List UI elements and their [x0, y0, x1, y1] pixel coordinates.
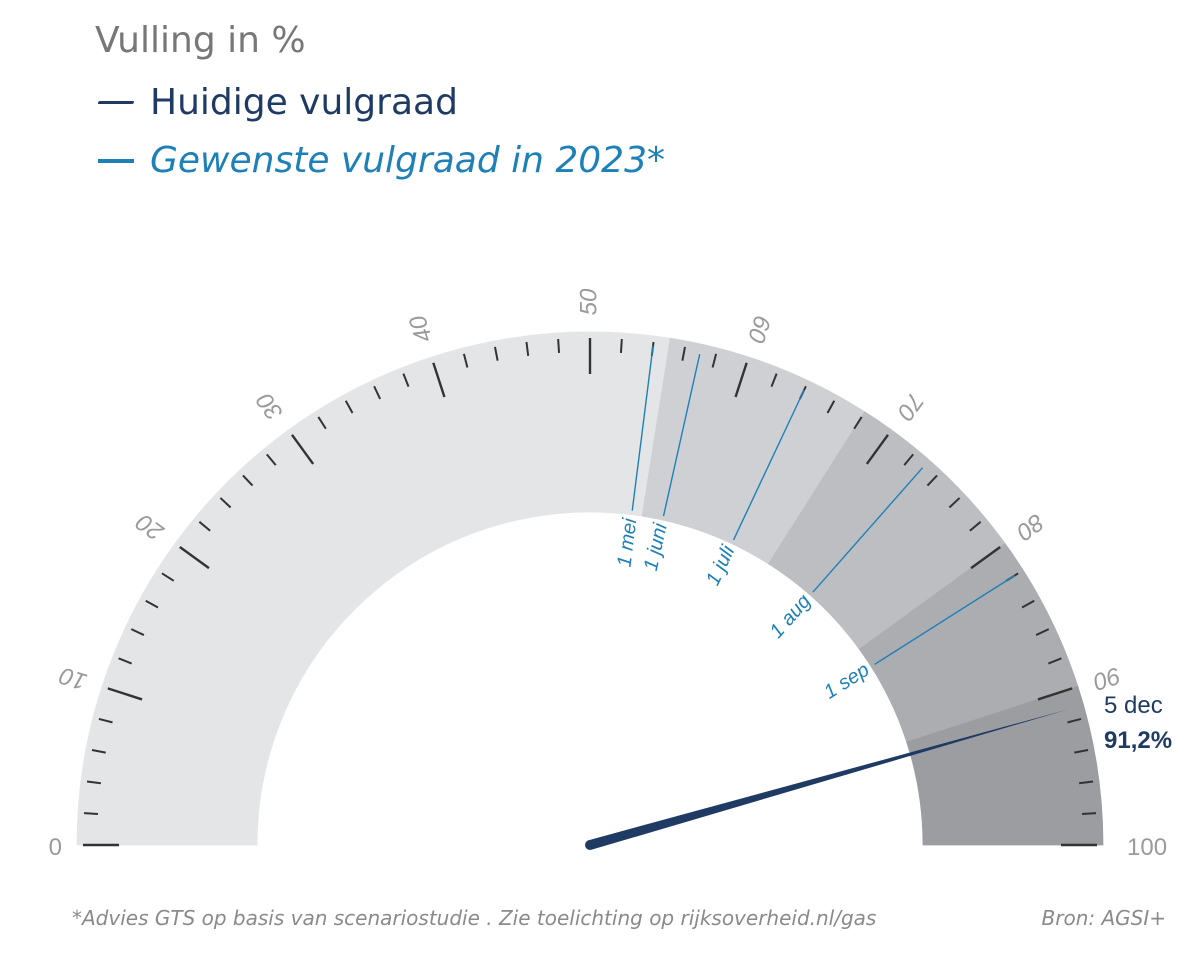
source-note: Bron: AGSI+: [1041, 906, 1166, 930]
major-tick-10: [107, 687, 143, 701]
minor-tick-16: [145, 599, 159, 609]
minor-tick-28: [266, 453, 277, 466]
minor-tick-8: [98, 717, 113, 724]
minor-tick-92: [1067, 717, 1082, 724]
target-label-4: 1 aug: [766, 590, 816, 642]
svg-text:0: 0: [49, 834, 62, 861]
current-value-label: 91,2%: [1104, 727, 1172, 754]
minor-tick-26: [242, 474, 254, 487]
minor-tick-94: [1074, 749, 1089, 754]
major-tick-70: [865, 434, 889, 465]
major-tick-90: [1037, 687, 1073, 701]
minor-tick-22: [198, 521, 211, 532]
minor-tick-66: [826, 400, 836, 414]
target-label-5: 1 sep: [820, 659, 873, 704]
minor-tick-14: [130, 628, 145, 636]
minor-tick-6: [91, 749, 106, 754]
minor-tick-46: [525, 341, 530, 357]
minor-tick-62: [770, 373, 778, 387]
minor-tick-72: [903, 453, 914, 466]
minor-tick-52: [619, 338, 623, 354]
minor-tick-34: [344, 400, 354, 414]
tick-label-60: 60: [742, 312, 776, 346]
svg-text:10: 10: [56, 661, 90, 695]
svg-text:70: 70: [891, 388, 929, 426]
minor-tick-44: [494, 346, 499, 361]
target-line-2: [662, 353, 701, 517]
tick-label-10: 10: [56, 661, 90, 695]
minor-tick-12: [118, 657, 132, 665]
minor-tick-36: [373, 385, 381, 400]
tick-label-70: 70: [891, 388, 929, 426]
minor-tick-96: [1078, 780, 1094, 785]
minor-tick-38: [402, 373, 410, 387]
svg-text:40: 40: [404, 311, 438, 345]
minor-tick-32: [317, 416, 327, 430]
target-line-4: [812, 467, 924, 593]
major-tick-80: [970, 546, 1001, 570]
minor-tick-58: [711, 353, 718, 368]
minor-tick-74: [926, 474, 938, 487]
svg-text:90: 90: [1089, 661, 1123, 695]
target-line-3: [732, 389, 805, 541]
minor-tick-88: [1048, 657, 1062, 665]
minor-tick-76: [948, 497, 961, 509]
legend-current: Huidige vulgraad: [97, 82, 458, 123]
needle-shape: [588, 709, 1069, 850]
legend-target-swatch: [98, 158, 134, 163]
footnote: *Advies GTS op basis van scenariostudie …: [72, 906, 877, 930]
minor-tick-2: [83, 812, 99, 816]
legend-current-label: Huidige vulgraad: [150, 82, 458, 123]
svg-text:100: 100: [1127, 834, 1167, 861]
major-tick-40: [432, 362, 446, 398]
legend-target: Gewenste vulgraad in 2023*: [98, 140, 665, 181]
needle: [585, 709, 1069, 850]
tick-label-90: 90: [1089, 661, 1123, 695]
svg-text:30: 30: [251, 387, 289, 425]
tick-label-50: 50: [575, 288, 602, 315]
minor-tick-48: [557, 338, 561, 354]
needle-hub: [585, 840, 595, 850]
minor-tick-84: [1021, 599, 1035, 609]
tick-label-30: 30: [251, 387, 289, 425]
major-tick-60: [734, 362, 748, 398]
minor-tick-98: [1081, 812, 1097, 816]
minor-tick-24: [219, 497, 232, 509]
gauge-band-1: [76, 331, 671, 846]
chart-title: Vulling in %: [95, 20, 306, 61]
minor-tick-4: [86, 780, 102, 785]
svg-text:20: 20: [131, 508, 170, 547]
target-label-3: 1 juli: [702, 542, 740, 589]
svg-text:50: 50: [575, 288, 602, 315]
tick-label-40: 40: [404, 311, 438, 345]
tick-label-80: 80: [1011, 508, 1049, 546]
legend-target-label: Gewenste vulgraad in 2023*: [150, 140, 665, 181]
target-label-1: 1 mei: [613, 517, 641, 569]
minor-tick-42: [462, 353, 469, 368]
svg-text:80: 80: [1011, 508, 1049, 546]
minor-tick-68: [853, 416, 863, 430]
minor-tick-86: [1035, 628, 1050, 636]
target-line-1: [631, 345, 654, 511]
svg-text:60: 60: [742, 312, 776, 346]
target-line-5: [874, 574, 1016, 666]
major-tick-20: [179, 546, 210, 570]
minor-tick-18: [161, 572, 175, 582]
major-tick-30: [291, 434, 315, 465]
tick-label-20: 20: [131, 508, 170, 547]
current-date-label: 5 dec: [1104, 692, 1163, 719]
tick-label-100: 100: [1127, 834, 1167, 861]
minor-tick-78: [969, 521, 982, 532]
target-label-2: 1 juni: [640, 521, 672, 573]
tick-label-0: 0: [49, 834, 62, 861]
gauge-band-5: [906, 685, 1104, 846]
minor-tick-56: [681, 346, 686, 361]
